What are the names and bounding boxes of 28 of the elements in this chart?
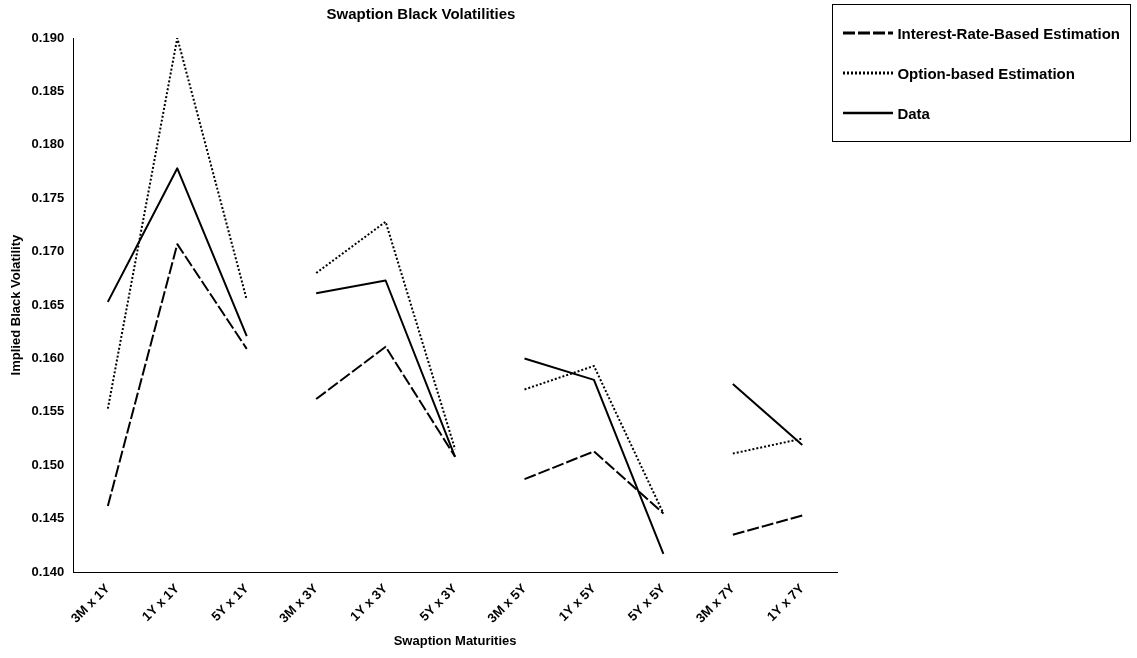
y-tick-label: 0.175 — [31, 189, 65, 205]
y-tick-label: 0.190 — [31, 29, 65, 45]
legend-label: Data — [897, 104, 930, 122]
y-tick-label: 0.150 — [31, 456, 65, 472]
x-tick-label: 3M x 1Y — [67, 580, 113, 626]
x-tick-label: 3M x 5Y — [484, 580, 530, 626]
y-tick-label: 0.185 — [31, 82, 65, 98]
legend-label: Option-based Estimation — [897, 64, 1075, 82]
x-tick-label: 5Y x 5Y — [624, 580, 669, 624]
x-tick-label: 1Y x 1Y — [138, 580, 183, 624]
x-tick-label: 5Y x 3Y — [416, 580, 460, 624]
x-tick-label: 3M x 3Y — [275, 580, 322, 626]
y-tick-label: 0.140 — [31, 563, 65, 579]
x-tick-label: 1Y x 5Y — [555, 580, 599, 624]
x-tick-label: 5Y x 1Y — [208, 580, 252, 624]
y-tick-label: 0.165 — [31, 296, 65, 312]
y-axis-title: Implied Black Volatility — [8, 233, 24, 376]
y-tick-label: 0.170 — [31, 243, 65, 259]
x-axis-title: Swaption Maturities — [393, 632, 517, 648]
x-tick-label: 3M x 7Y — [692, 580, 738, 626]
y-tick-label: 0.180 — [31, 136, 65, 152]
y-tick-label: 0.160 — [31, 350, 65, 366]
x-tick-label: 1Y x 7Y — [763, 580, 808, 624]
y-tick-label: 0.155 — [31, 403, 65, 419]
y-tick-label: 0.145 — [31, 510, 65, 526]
chart-title: Swaption Black Volatilities — [326, 5, 516, 23]
legend-label: Interest-Rate-Based Estimation — [897, 24, 1120, 42]
x-tick-label: 1Y x 3Y — [347, 580, 391, 624]
